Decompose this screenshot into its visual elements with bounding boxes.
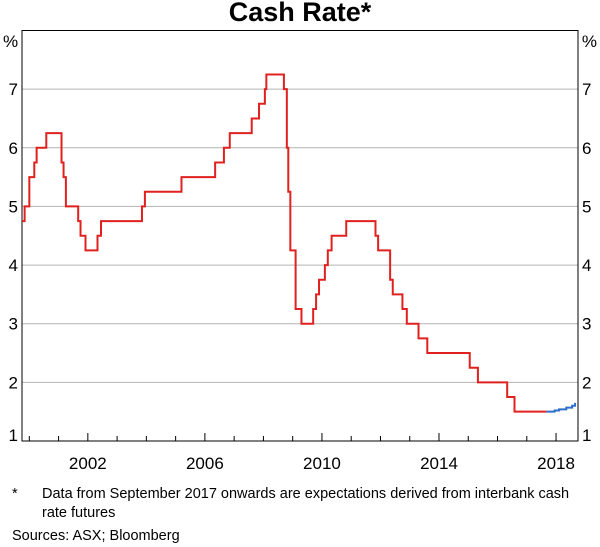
cash-rate-line xyxy=(22,73,547,413)
y-tick-label-left: 5 xyxy=(9,197,18,216)
y-tick-label-right: 6 xyxy=(582,139,591,158)
footnote-text: Data from September 2017 onwards are exp… xyxy=(42,486,570,521)
series-group xyxy=(22,73,577,413)
x-tick-label-2006: 2006 xyxy=(186,454,224,473)
x-tick-label-2014: 2014 xyxy=(420,454,458,473)
plot-frame xyxy=(21,30,579,442)
footnote-marker: * xyxy=(12,486,18,502)
y-unit-right: % xyxy=(582,32,597,51)
gridlines xyxy=(22,88,578,383)
y-tick-label-left: 3 xyxy=(9,315,18,334)
cash-rate-chart: Cash Rate* 1 1 2 2 3 3 4 4 5 5 6 6 7 7 2002 2006 2010 201… xyxy=(3,0,597,473)
y-unit-left: % xyxy=(3,32,18,51)
chart-title: Cash Rate* xyxy=(229,0,372,27)
y-tick-label-left: 6 xyxy=(9,139,18,158)
y-tick-label-left: 4 xyxy=(9,256,18,275)
y-tick-label-right: 1 xyxy=(582,426,591,445)
x-tick-label-2018: 2018 xyxy=(537,454,575,473)
x-tick-label-2010: 2010 xyxy=(303,454,341,473)
y-tick-label-right: 5 xyxy=(582,197,591,216)
y-tick-label-right: 4 xyxy=(582,256,591,275)
footnote: * Data from September 2017 onwards are ex… xyxy=(12,485,587,523)
sources-note: Sources: ASX; Bloomberg xyxy=(12,528,180,544)
y-tick-label-right: 2 xyxy=(582,373,591,392)
y-tick-label-left: 1 xyxy=(9,426,18,445)
x-tick-label-2002: 2002 xyxy=(69,454,107,473)
y-tick-label-left: 2 xyxy=(9,373,18,392)
expectations-line xyxy=(546,402,577,413)
y-tick-label-left: 7 xyxy=(9,80,18,99)
y-tick-label-right: 7 xyxy=(582,80,591,99)
tick-labels: 1 1 2 2 3 3 4 4 5 5 6 6 7 7 2002 2006 2010 2014 2018 xyxy=(9,80,592,473)
tick-marks xyxy=(28,433,557,441)
y-tick-label-right: 3 xyxy=(582,315,591,334)
